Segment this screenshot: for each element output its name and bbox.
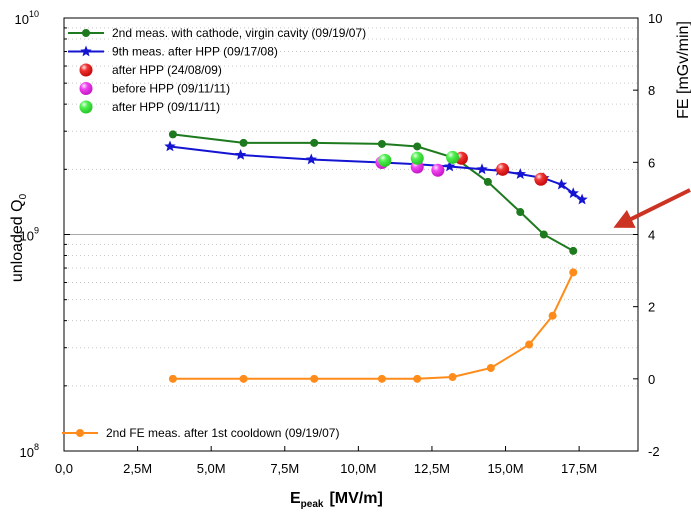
star-marker	[80, 45, 92, 57]
legend-label: before HPP (09/11/11)	[112, 82, 230, 96]
legend-entry: 9th meas. after HPP (09/17/08)	[68, 45, 278, 59]
data-point	[239, 138, 248, 147]
y-right-tick-label: 0	[648, 372, 655, 387]
y-left-axis-label: unloaded Q0	[9, 193, 29, 282]
y-right-tick-label: 4	[648, 228, 655, 243]
data-point	[377, 139, 386, 148]
data-point-highlight	[79, 82, 93, 95]
data-point	[76, 429, 84, 437]
data-point	[413, 142, 422, 151]
annotation-arrow	[613, 188, 691, 228]
data-point	[448, 373, 457, 382]
y-right-tick-label: -2	[648, 444, 660, 459]
legend-entry: 2nd meas. with cathode, virgin cavity (0…	[68, 26, 366, 40]
data-point	[310, 138, 319, 147]
x-axis-label-unit: [MV/m]	[329, 490, 382, 507]
star-marker	[476, 163, 488, 175]
data-point	[483, 177, 492, 186]
legend-label: 2nd FE meas. after 1st cooldown (09/19/0…	[106, 426, 339, 440]
x-tick-label: 7,5M	[270, 461, 299, 476]
data-point	[569, 246, 578, 255]
x-tick-label: 5,0M	[197, 461, 226, 476]
star-marker	[443, 160, 456, 172]
x-tick-label: 0,0	[55, 461, 73, 476]
y-right-tick-label: 8	[648, 83, 655, 98]
data-point-highlight	[410, 151, 424, 165]
series-layer	[164, 130, 588, 383]
data-point	[168, 374, 177, 383]
legend-entry: after HPP (09/11/11)	[79, 100, 220, 114]
legend-label: after HPP (24/08/09)	[112, 63, 222, 77]
series	[168, 268, 578, 383]
data-point-highlight	[496, 162, 510, 176]
legend-entry: after HPP (24/08/09)	[79, 63, 222, 77]
y-right-tick-label: 6	[648, 155, 655, 170]
data-point	[539, 230, 548, 239]
y-right-axis-label: FE [mGv/min]	[675, 21, 691, 119]
legend-top: 2nd meas. with cathode, virgin cavity (0…	[68, 26, 366, 114]
star-marker	[164, 140, 176, 152]
y-left-axis-label-main: unloaded Q	[9, 199, 26, 282]
legend-bottom: 2nd FE meas. after 1st cooldown (09/19/0…	[62, 426, 339, 440]
data-point	[377, 374, 386, 383]
data-point	[168, 130, 177, 139]
y-right-tick-label: 2	[648, 300, 655, 315]
x-tick-label: 12,5M	[414, 461, 450, 476]
x-tick-label: 17,5M	[561, 461, 597, 476]
data-point-highlight	[534, 172, 548, 186]
y-right-ticks: -2 0 2 4 6 8 10	[633, 11, 662, 459]
series	[168, 130, 578, 255]
y-left-tick-label: 109	[20, 226, 39, 244]
star-marker	[576, 193, 588, 205]
data-point-highlight	[431, 163, 445, 177]
star-marker	[305, 153, 317, 165]
data-point	[239, 374, 248, 383]
legend-entry: 2nd FE meas. after 1st cooldown (09/19/0…	[62, 426, 339, 440]
data-point	[525, 340, 534, 349]
y-right-tick-label: 10	[648, 11, 662, 26]
x-axis-label-main: E	[290, 490, 301, 507]
x-axis-label: Epeak [MV/m]	[290, 490, 383, 510]
data-point-highlight	[79, 63, 93, 77]
data-point	[413, 374, 422, 383]
tick-exponent: 8	[34, 442, 39, 452]
tick-base: 10	[15, 12, 29, 27]
series-line	[172, 271, 575, 380]
tick-exponent: 10	[29, 9, 39, 19]
star-marker	[234, 149, 247, 160]
data-point	[486, 364, 495, 373]
tick-exponent: 9	[34, 226, 39, 236]
data-point-highlight	[79, 100, 93, 114]
data-point	[516, 208, 525, 217]
data-point-highlight	[446, 150, 460, 164]
star-marker	[514, 168, 526, 179]
tick-base: 10	[20, 229, 34, 244]
y-left-tick-label: 108	[20, 442, 39, 460]
x-axis-label-subscript: peak	[301, 499, 324, 510]
legend-label: after HPP (09/11/11)	[112, 100, 220, 114]
data-point	[548, 311, 557, 320]
data-point	[310, 374, 319, 383]
x-ticks: 0,0 2,5M 5,0M 7,5M 10,0M 12,5M 15,0M 17,5M	[55, 446, 597, 476]
legend-label: 2nd meas. with cathode, virgin cavity (0…	[112, 26, 366, 40]
series-line	[172, 133, 574, 252]
x-tick-label: 2,5M	[123, 461, 152, 476]
x-tick-label: 15,0M	[487, 461, 523, 476]
data-point-highlight	[378, 153, 392, 167]
data-point	[82, 29, 90, 37]
y-left-axis-label-subscript: 0	[18, 193, 29, 199]
series	[164, 140, 588, 205]
legend-entry: before HPP (09/11/11)	[79, 82, 230, 96]
star-marker	[555, 178, 568, 190]
star-marker	[567, 187, 579, 199]
legend-label: 9th meas. after HPP (09/17/08)	[112, 45, 278, 59]
data-point	[569, 268, 578, 277]
tick-base: 10	[20, 445, 34, 460]
series	[378, 150, 460, 167]
x-tick-label: 10,0M	[340, 461, 376, 476]
y-left-tick-label: 1010	[15, 9, 39, 27]
